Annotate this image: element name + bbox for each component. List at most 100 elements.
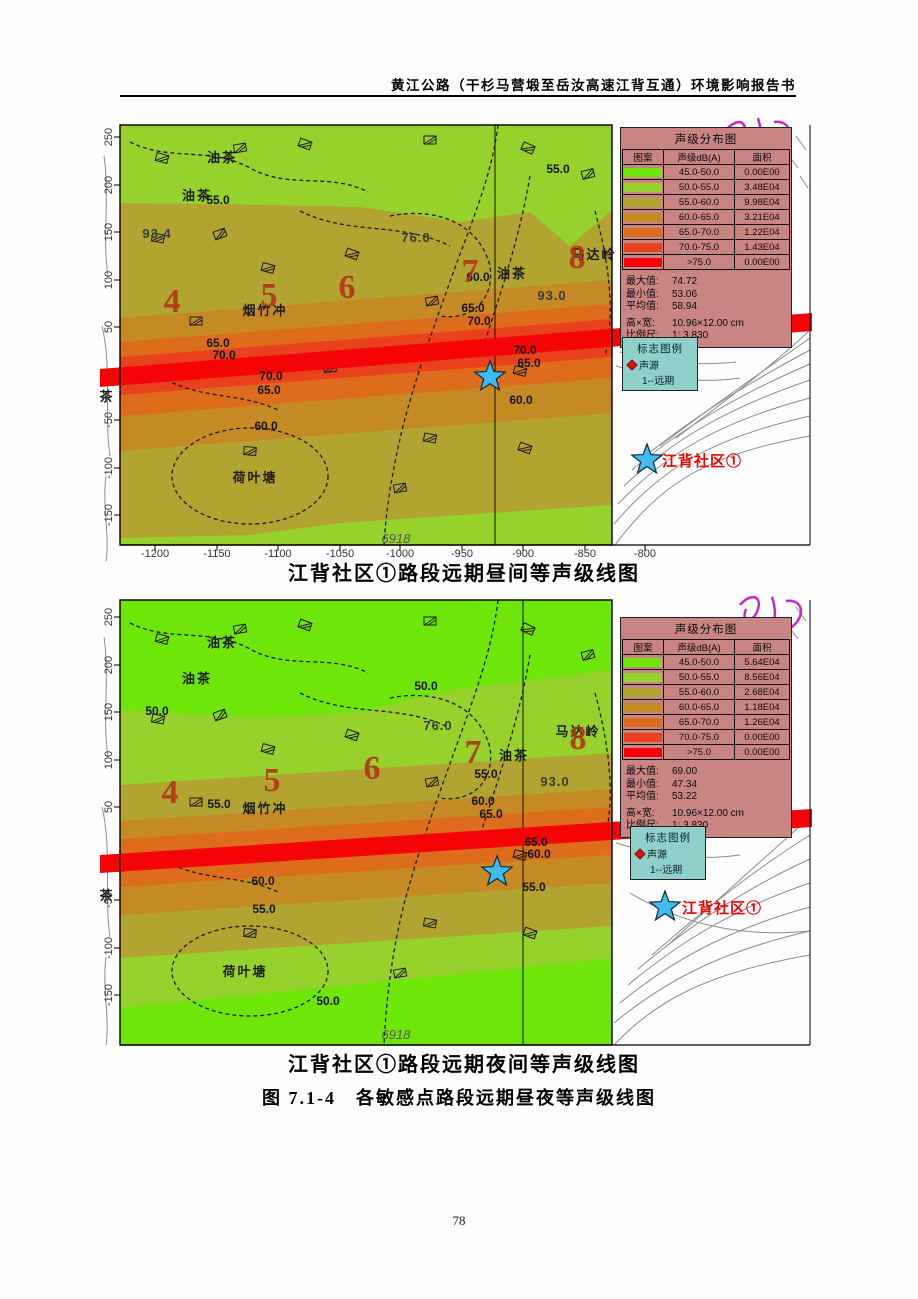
map-label: 马达岭 bbox=[571, 247, 616, 262]
sensitive-point-label: 江背社区① bbox=[662, 452, 742, 470]
map-label: -1000 bbox=[386, 548, 414, 560]
map-label: 55.0 bbox=[252, 902, 276, 916]
map-label: -900 bbox=[512, 548, 534, 560]
map-label: 250 bbox=[103, 608, 115, 626]
map-label: 油茶 bbox=[182, 671, 212, 686]
map-label: 马达岭 bbox=[555, 724, 600, 739]
legend-row: 50.0-55.0 3.48E04 bbox=[622, 179, 790, 195]
map-label: -1050 bbox=[326, 548, 354, 560]
map-label: 76.0 bbox=[401, 230, 430, 245]
map-label: 55.0 bbox=[546, 162, 570, 176]
legend-table: 图案 声级dB(A) 面积 45.0-50.0 0.00E00 50.0-55.0… bbox=[622, 149, 790, 270]
map-label: 150 bbox=[103, 223, 115, 241]
legend-stats: 最大值: 69.00 最小值: 47.34 平均值: 53.22 高×宽: 10.96×… bbox=[626, 766, 744, 831]
map-label: -800 bbox=[634, 548, 656, 560]
col-level: 声级dB(A) bbox=[663, 639, 735, 655]
map-label: 油茶 bbox=[497, 266, 527, 281]
legend-row: 60.0-65.0 3.21E04 bbox=[622, 209, 790, 225]
map-label: 50.0 bbox=[414, 679, 438, 693]
map-label: 93.0 bbox=[537, 288, 566, 303]
map-label: 6 bbox=[339, 269, 356, 306]
map-label: -100 bbox=[103, 457, 115, 479]
map-label: -50 bbox=[103, 412, 115, 428]
legend-row: 45.0-50.0 5.64E04 bbox=[622, 654, 790, 670]
legend-row: 60.0-65.0 1.18E04 bbox=[622, 699, 790, 715]
map-label: -1150 bbox=[203, 548, 230, 560]
map-label: 100 bbox=[103, 751, 115, 769]
map-label: 65.0 bbox=[479, 807, 503, 821]
map-label: 55.0 bbox=[207, 797, 231, 811]
legend-table: 图案 声级dB(A) 面积 45.0-50.0 5.64E04 50.0-55.0… bbox=[622, 639, 790, 760]
map-label: 茶 bbox=[100, 389, 115, 404]
map-label: 70.0 bbox=[212, 348, 236, 362]
noise-field bbox=[120, 600, 612, 1045]
map-label: -150 bbox=[103, 504, 115, 526]
legend-row: 55.0-60.0 2.68E04 bbox=[622, 684, 790, 700]
map-label: 60.0 bbox=[527, 847, 551, 861]
map-label: 93.4 bbox=[142, 226, 171, 241]
map-label: 60.0 bbox=[254, 419, 278, 433]
document-header: 黄江公路（干杉马营塅至岳汝高速江背互通）环境影响报告书 bbox=[391, 78, 796, 93]
noise-legend-day: 声级分布图 图案 声级dB(A) 面积 45.0-50.0 0.00E00 50.… bbox=[620, 127, 792, 348]
map-caption-day: 江背社区①路段远期昼间等声级线图 bbox=[288, 563, 640, 585]
map-label: 55.0 bbox=[206, 193, 230, 207]
map-label: 200 bbox=[103, 656, 115, 674]
map-label: 55.0 bbox=[522, 880, 546, 894]
map-label: 5 bbox=[261, 277, 278, 314]
legend-stats: 最大值: 74.72 最小值: 53.06 平均值: 58.94 高×宽: 10.96×… bbox=[626, 276, 744, 341]
map-label: 烟竹冲 bbox=[242, 801, 287, 816]
map-label: -1200 bbox=[141, 548, 169, 560]
map-label: 50 bbox=[103, 801, 115, 813]
map-label: 50.0 bbox=[316, 994, 340, 1008]
map-label: 烟竹冲 bbox=[242, 303, 287, 318]
legend-row: 45.0-50.0 0.00E00 bbox=[622, 164, 790, 180]
map-label: 60.0 bbox=[509, 393, 533, 407]
map-label: 70.0 bbox=[467, 314, 491, 328]
map-label: -850 bbox=[574, 548, 596, 560]
legend-row: 65.0-70.0 1.22E04 bbox=[622, 224, 790, 240]
map-label: 76.0 bbox=[423, 718, 452, 733]
map-label: 65.0 bbox=[461, 301, 485, 315]
map-label: 油茶 bbox=[207, 150, 237, 165]
col-pattern: 图案 bbox=[622, 149, 664, 165]
map-label: 油茶 bbox=[182, 188, 212, 203]
sound-source-icon bbox=[626, 358, 638, 371]
map-label: 250 bbox=[103, 128, 115, 146]
map-label: 6 bbox=[364, 750, 381, 787]
map-label: 6918 bbox=[382, 1027, 412, 1042]
map-label: 荷叶塘 bbox=[231, 470, 277, 485]
legend-row: 50.0-55.0 8.56E04 bbox=[622, 669, 790, 685]
axis-ticks bbox=[114, 136, 646, 551]
map-label: 油茶 bbox=[499, 748, 529, 763]
marker-legend-day: 标志图例 声源 1--远期 bbox=[622, 337, 698, 391]
map-label: -100 bbox=[103, 937, 115, 959]
figure-caption: 图 7.1-4 各敏感点路段远期昼夜等声级线图 bbox=[262, 1088, 656, 1108]
axis-ticks bbox=[114, 616, 120, 996]
map-label: 70.0 bbox=[259, 369, 283, 383]
map-label: 7 bbox=[465, 734, 482, 771]
legend-row: >75.0 0.00E00 bbox=[622, 254, 790, 270]
map-label: 60.0 bbox=[466, 270, 490, 284]
map-label: 200 bbox=[103, 176, 115, 194]
sensitive-point-label: 江背社区① bbox=[682, 899, 762, 917]
legend-row: >75.0 0.00E00 bbox=[622, 744, 790, 760]
map-label: 60.0 bbox=[251, 874, 275, 888]
header-rule bbox=[120, 95, 796, 97]
col-pattern: 图案 bbox=[622, 639, 664, 655]
marker-legend-night: 标志图例 声源 1--远期 bbox=[630, 826, 706, 880]
map-label: 7 bbox=[462, 253, 479, 290]
map-label: 8 bbox=[569, 239, 586, 276]
sound-source-icon bbox=[634, 847, 646, 860]
map-label: 65.0 bbox=[206, 336, 230, 350]
map-label: 4 bbox=[164, 283, 181, 320]
map-label: -150 bbox=[103, 984, 115, 1006]
map-label: -1100 bbox=[264, 548, 291, 560]
map-caption-night: 江背社区①路段远期夜间等声级线图 bbox=[288, 1054, 640, 1076]
basemap-linework bbox=[129, 125, 611, 545]
legend-title: 声级分布图 bbox=[674, 624, 738, 636]
map-label: 50.0 bbox=[145, 704, 169, 718]
col-level: 声级dB(A) bbox=[663, 149, 735, 165]
